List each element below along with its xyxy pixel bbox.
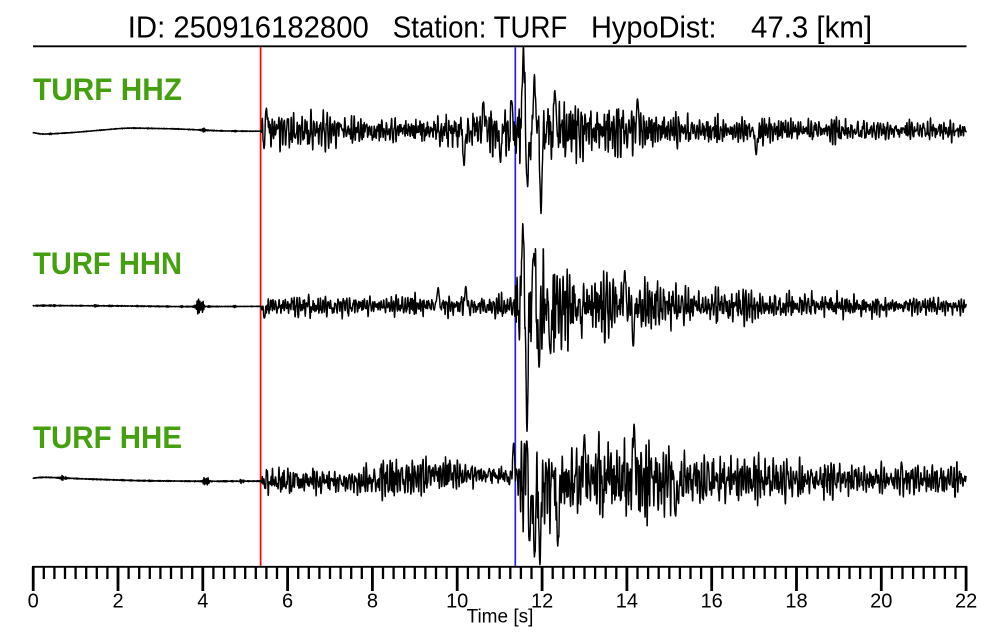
svg-text:47.3 [km]: 47.3 [km] xyxy=(751,10,872,45)
svg-text:Time [s]: Time [s] xyxy=(467,607,534,628)
svg-text:16: 16 xyxy=(701,591,723,613)
svg-text:6: 6 xyxy=(282,591,293,613)
svg-text:Station: TURF: Station: TURF xyxy=(393,10,568,45)
svg-text:22: 22 xyxy=(955,591,977,613)
svg-text:0: 0 xyxy=(28,591,39,613)
svg-text:12: 12 xyxy=(531,591,553,613)
svg-text:20: 20 xyxy=(870,591,892,613)
svg-text:8: 8 xyxy=(367,591,378,613)
svg-text:4: 4 xyxy=(197,591,208,613)
svg-text:TURF HHE: TURF HHE xyxy=(33,419,182,455)
svg-text:14: 14 xyxy=(616,591,638,613)
svg-text:18: 18 xyxy=(785,591,807,613)
svg-text:2: 2 xyxy=(112,591,123,613)
svg-text:TURF HHZ: TURF HHZ xyxy=(33,71,182,107)
svg-text:TURF HHN: TURF HHN xyxy=(33,245,182,281)
svg-text:HypoDist:: HypoDist: xyxy=(591,10,717,45)
svg-text:ID: 250916182800: ID: 250916182800 xyxy=(128,10,369,45)
svg-text:10: 10 xyxy=(446,591,468,613)
